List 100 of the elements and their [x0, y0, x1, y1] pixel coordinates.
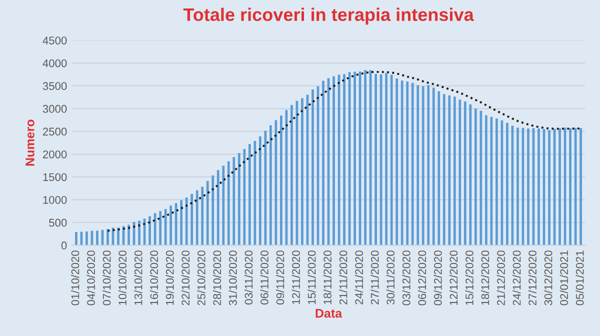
y-tick-label: 4000: [42, 59, 67, 68]
bar: [406, 81, 409, 246]
bar: [159, 211, 162, 246]
bar: [243, 148, 246, 246]
bar: [400, 80, 404, 246]
bar: [464, 101, 466, 246]
x-tick-label: 03/11/2020: [244, 250, 253, 304]
bar: [558, 128, 561, 246]
bar: [480, 110, 482, 246]
x-tick-label: 21/11/2020: [339, 250, 348, 304]
x-tick-label: 31/10/2020: [228, 250, 237, 306]
bar: [117, 228, 120, 246]
y-axis-title: Numero: [26, 120, 34, 166]
x-tick-label: 12/11/2020: [292, 250, 300, 304]
x-tick-label: 09/11/2020: [276, 250, 284, 304]
x-tick-label: 03/12/2020: [402, 250, 410, 306]
bar: [548, 130, 550, 246]
x-tick-label: 07/10/2020: [102, 250, 111, 306]
bar: [538, 128, 540, 246]
y-tick-label: 4500: [42, 36, 67, 44]
y-tick-label: 2000: [42, 150, 67, 158]
x-tick-label: 06/12/2020: [418, 250, 426, 306]
bar: [448, 95, 451, 246]
bar: [569, 128, 572, 246]
x-tick-label: 18/11/2020: [323, 250, 332, 304]
x-tick-label: 27/11/2020: [370, 250, 379, 304]
bar: [174, 203, 178, 246]
x-tick-label: 04/10/2020: [86, 250, 95, 306]
bar: [201, 186, 204, 246]
bar: [290, 104, 293, 246]
bar: [75, 232, 78, 246]
bar: [232, 156, 236, 246]
x-tick-label: 18/12/2020: [481, 250, 490, 305]
bar: [148, 216, 151, 246]
bar: [516, 128, 519, 246]
bar: [196, 190, 198, 246]
bar: [190, 194, 194, 246]
bar: [416, 85, 420, 246]
y-tick-label: 0: [61, 242, 67, 250]
bar: [469, 104, 472, 246]
bar: [474, 108, 477, 246]
x-tick-label: 02/01/2021: [560, 250, 568, 306]
bar: [527, 128, 530, 246]
x-tick-label: 24/11/2020: [354, 250, 364, 304]
bar: [453, 96, 456, 246]
bar: [422, 86, 424, 246]
bar: [580, 128, 582, 246]
bar: [364, 70, 366, 246]
bar: [390, 74, 393, 246]
bar: [270, 125, 272, 246]
bar: [506, 122, 508, 246]
bar: [332, 76, 335, 246]
bar: [86, 231, 88, 246]
y-tick-label: 500: [49, 218, 67, 227]
y-tick-label: 2500: [42, 128, 67, 136]
y-tick-label: 1000: [43, 196, 67, 204]
x-tick-label: 15/12/2020: [465, 250, 474, 305]
x-tick-label: 27/12/2020: [528, 250, 536, 306]
x-tick-label: 28/10/2020: [212, 250, 222, 306]
x-tick-label: 10/10/2020: [118, 250, 126, 305]
bar: [96, 230, 98, 246]
y-tick-label: 1500: [43, 173, 67, 182]
y-tick-label: 3000: [42, 104, 67, 113]
x-tick-label: 21/12/2020: [496, 250, 505, 306]
bar: [432, 88, 435, 246]
x-tick-label: 15/11/2020: [308, 250, 316, 304]
x-tick-label: 22/10/2020: [181, 250, 190, 306]
bar: [106, 228, 109, 246]
x-tick-label: 12/12/2020: [449, 250, 458, 305]
x-tick-label: 25/10/2020: [197, 250, 206, 306]
bar: [185, 198, 188, 246]
bar: [280, 116, 282, 246]
bar: [248, 144, 251, 246]
x-tick-label: 16/10/2020: [150, 250, 158, 305]
bar: [216, 170, 220, 246]
x-tick-label: 30/11/2020: [386, 250, 395, 304]
x-tick-label: 19/10/2020: [166, 250, 174, 305]
bar: [354, 72, 356, 246]
bar: [322, 80, 324, 246]
bar: [301, 98, 304, 246]
bar: [438, 91, 440, 246]
y-tick-label: 3500: [42, 82, 67, 90]
x-tick-label: 05/01/2021: [576, 250, 584, 306]
bar: [258, 136, 262, 246]
bar: [222, 166, 225, 246]
x-tick-label: 09/12/2020: [434, 250, 442, 306]
line-series: [106, 70, 582, 232]
x-tick-label: 24/12/2020: [512, 250, 521, 306]
bar: [254, 140, 256, 246]
bar: [496, 118, 498, 246]
bar: [180, 200, 183, 246]
x-tick-label: 01/10/2020: [71, 250, 80, 306]
bar: [343, 74, 346, 246]
x-tick-label: 13/10/2020: [134, 250, 142, 305]
bar: [312, 89, 314, 246]
bar: [442, 94, 446, 246]
bar: [458, 100, 462, 246]
bar: [227, 161, 230, 246]
bar: [385, 73, 388, 246]
bar: [206, 181, 209, 246]
